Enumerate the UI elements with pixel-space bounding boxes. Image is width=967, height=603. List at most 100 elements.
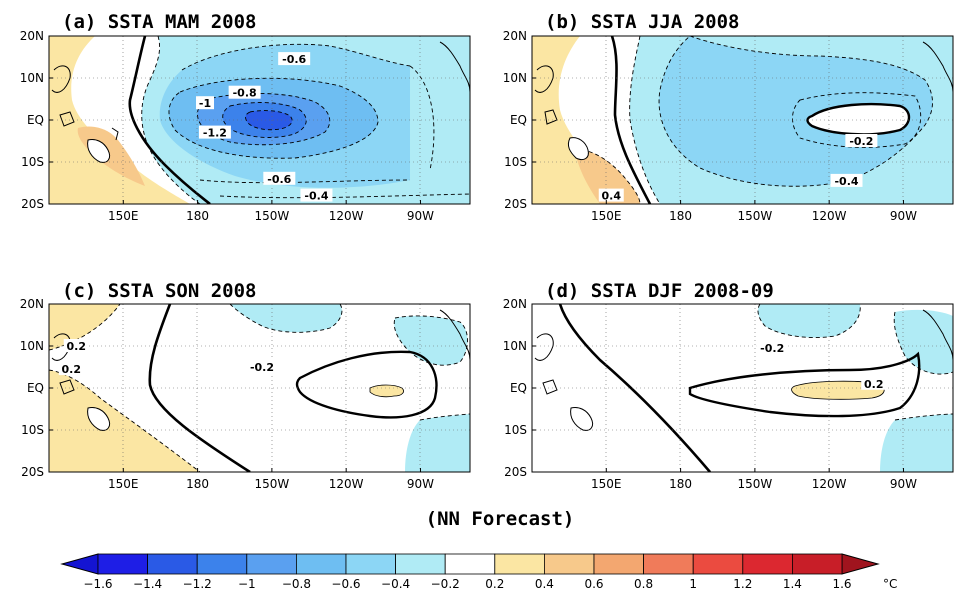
- lat-tick-label: 20N: [503, 297, 527, 311]
- contour-label: -0.6: [282, 53, 306, 66]
- colorbar-low-arrow: [60, 553, 99, 575]
- contour-label-bg: [756, 341, 789, 355]
- colorbar-swatch: [544, 553, 595, 575]
- lat-tick-label: 10N: [20, 339, 44, 353]
- panel-b-title: (b) SSTA JJA 2008: [545, 11, 739, 33]
- lat-tick-label: 20N: [20, 297, 44, 311]
- panel-d-axis-labels: 20N 10N EQ 10S 20S 150E 180 150W 120W 90W: [503, 297, 917, 491]
- lat-tick-label: 20S: [21, 465, 44, 479]
- lat-tick-label: 10N: [20, 71, 44, 85]
- colorbar-label: 1.2: [733, 577, 752, 591]
- colorbar-swatch: [97, 553, 148, 575]
- colorbar-swatch: [444, 553, 496, 575]
- colorbar-label: 1.6: [832, 577, 851, 591]
- contour-label-bg: [198, 125, 231, 139]
- panel-d-title: (d) SSTA DJF 2008-09: [545, 280, 774, 302]
- contour-label-bg: [63, 339, 89, 352]
- lat-tick-label: 10N: [503, 71, 527, 85]
- contour-label-bg: [58, 362, 84, 376]
- contour-label: -0.4: [304, 190, 328, 203]
- lon-tick-label: 150E: [591, 477, 622, 491]
- lat-tick-label: 20N: [503, 29, 527, 43]
- colorbar-label: −1.6: [83, 577, 112, 591]
- lat-tick-label: 10S: [504, 155, 527, 169]
- colorbar-swatch: [147, 553, 198, 575]
- lon-tick-label: 150W: [254, 209, 289, 223]
- lat-tick-label: 20N: [20, 29, 44, 43]
- lat-tick-label: EQ: [510, 381, 527, 395]
- panel-c-contour-labels: 0.2 0.2 -0.2: [58, 339, 278, 376]
- colorbar-swatch: [196, 553, 248, 575]
- panel-a-contour-labels: -0.6 -0.8 -1 -1.2 -0.6 -0.4: [196, 52, 333, 203]
- contour-label-bg: [845, 134, 878, 147]
- contour-label-bg: [278, 52, 311, 66]
- panel-c-axis-labels: 20N 10N EQ 10S 20S 150E 180 150W 120W 90W: [20, 297, 434, 491]
- colorbar-swatch: [792, 553, 843, 575]
- panel-c-grid: [49, 304, 470, 472]
- colorbar-swatch: [246, 553, 297, 575]
- colorbar-label: −1.2: [183, 577, 212, 591]
- contour-label-bg: [263, 171, 296, 185]
- lat-tick-label: EQ: [510, 113, 527, 127]
- colorbar-label: −0.6: [331, 577, 360, 591]
- lon-tick-label: 180: [186, 209, 209, 223]
- colorbar-label: −0.4: [381, 577, 410, 591]
- colorbar-label: 1.4: [783, 577, 802, 591]
- colorbar-label: −0.2: [431, 577, 460, 591]
- contour-label: -0.2: [849, 135, 873, 148]
- panel-d: (d) SSTA DJF 2008-09: [503, 280, 954, 491]
- contour-label-bg: [228, 85, 261, 99]
- panel-b: (b) SSTA JJA 2008: [503, 11, 954, 223]
- contour-label-bg: [196, 96, 215, 110]
- contour-label: -0.4: [834, 175, 858, 188]
- contour-label: -1: [199, 97, 211, 110]
- figure-caption: (NN Forecast): [426, 508, 575, 530]
- panel-b-shading: [532, 36, 953, 204]
- colorbar-swatch: [345, 553, 396, 575]
- colorbar-label: 0.8: [634, 577, 653, 591]
- contour-label: -0.6: [267, 173, 291, 186]
- panel-a-shading: [49, 36, 470, 204]
- panel-c-title: (c) SSTA SON 2008: [62, 280, 256, 302]
- panel-a-axis-labels: 20N 10N EQ 10S 20S 150E 180 150W 120W 90W: [20, 29, 434, 223]
- panel-c-shading: [49, 304, 470, 472]
- lon-tick-label: 90W: [890, 209, 917, 223]
- colorbar-swatch: [643, 553, 694, 575]
- lat-tick-label: EQ: [27, 381, 44, 395]
- lon-tick-label: 180: [669, 209, 692, 223]
- lon-tick-label: 120W: [812, 477, 847, 491]
- colorbar-label: 0.4: [535, 577, 554, 591]
- contour-label-bg: [245, 360, 278, 373]
- contour-label: 0.2: [66, 340, 86, 353]
- contour-label-bg: [300, 188, 333, 202]
- colorbar-swatch: [494, 553, 545, 575]
- colorbar-swatch: [593, 553, 644, 575]
- lon-tick-label: 150E: [108, 209, 139, 223]
- lon-tick-label: 90W: [407, 477, 434, 491]
- colorbar-swatch: [692, 553, 744, 575]
- colorbar-label: 1: [689, 577, 697, 591]
- colorbar-label: −1: [238, 577, 256, 591]
- lon-tick-label: 120W: [329, 477, 364, 491]
- lon-tick-label: 90W: [890, 477, 917, 491]
- lat-tick-label: 10S: [504, 423, 527, 437]
- contour-label: 0.2: [62, 363, 82, 376]
- lon-tick-label: 150W: [737, 477, 772, 491]
- panel-d-shading: [532, 304, 953, 472]
- lat-tick-label: 10N: [503, 339, 527, 353]
- panel-c: (c) SSTA SON 2008: [20, 280, 471, 491]
- colorbar: −1.6 −1.4 −1.2 −1 −0.8 −0.6 −0.4 −0.2 0.2 0.4 0.6 0…: [60, 553, 897, 591]
- lon-tick-label: 180: [669, 477, 692, 491]
- lat-tick-label: 20S: [504, 465, 527, 479]
- colorbar-label: −1.4: [133, 577, 162, 591]
- panel-b-axis-labels: 20N 10N EQ 10S 20S 150E 180 150W 120W 90W: [503, 29, 917, 223]
- lon-tick-label: 90W: [407, 209, 434, 223]
- colorbar-unit: °C: [883, 577, 897, 591]
- contour-label-bg: [861, 376, 887, 390]
- panel-d-contour-labels: -0.2 0.2: [756, 341, 887, 391]
- lon-tick-label: 150E: [591, 209, 622, 223]
- colorbar-swatch: [295, 553, 347, 575]
- lat-tick-label: 10S: [21, 155, 44, 169]
- contour-label: 0.4: [601, 190, 621, 203]
